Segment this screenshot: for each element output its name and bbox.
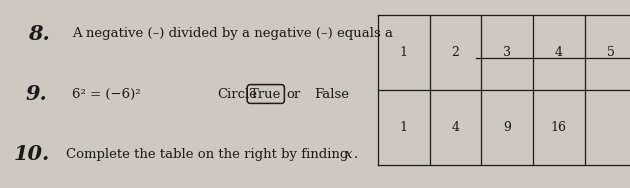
Text: False: False (314, 87, 349, 101)
Text: 5: 5 (607, 46, 614, 59)
Text: 3: 3 (503, 46, 511, 59)
Text: A negative (–) divided by a negative (–) equals a: A negative (–) divided by a negative (–)… (72, 27, 394, 40)
Text: x: x (345, 148, 353, 161)
Text: 10.: 10. (14, 144, 50, 164)
Text: 9: 9 (503, 121, 511, 134)
Text: 6² = (−6)²: 6² = (−6)² (72, 87, 141, 101)
Text: True: True (250, 87, 282, 101)
Text: 4: 4 (555, 46, 563, 59)
Text: 16: 16 (551, 121, 567, 134)
Text: .: . (353, 148, 358, 161)
Text: 1: 1 (400, 121, 408, 134)
Text: 1: 1 (400, 46, 408, 59)
Text: Circle: Circle (217, 87, 257, 101)
Text: 4: 4 (452, 121, 459, 134)
Text: Complete the table on the right by finding: Complete the table on the right by findi… (66, 148, 353, 161)
Text: 2: 2 (452, 46, 459, 59)
Text: 8.: 8. (28, 24, 50, 44)
Text: 9.: 9. (25, 84, 47, 104)
Text: or: or (287, 87, 301, 101)
